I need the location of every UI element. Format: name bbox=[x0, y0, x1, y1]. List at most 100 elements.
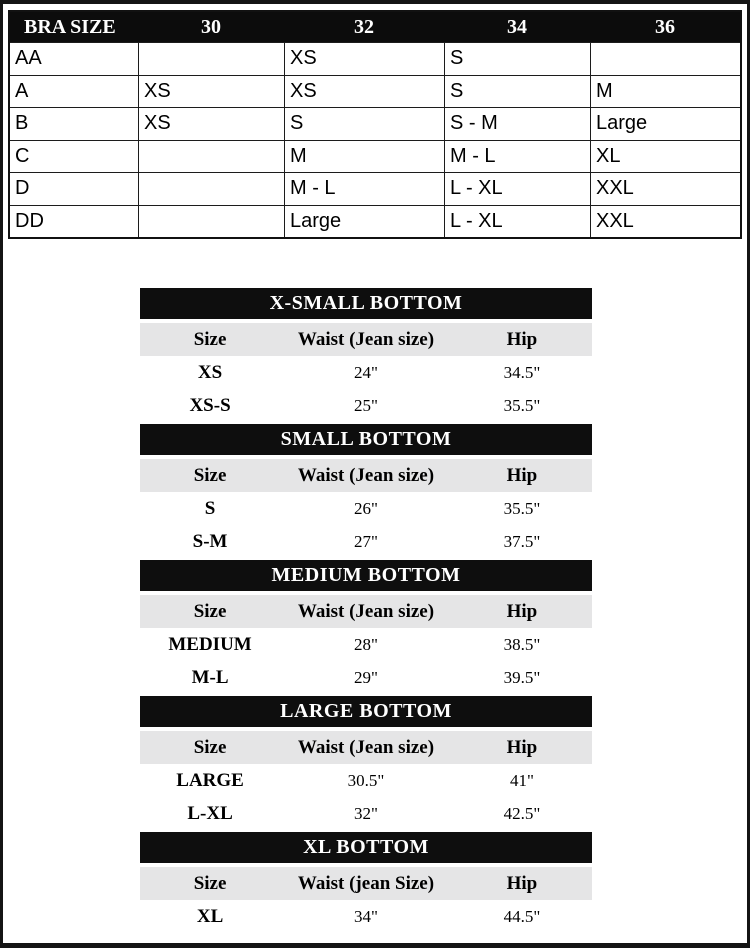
size-label: M-L bbox=[191, 667, 229, 688]
waist-value: 24" bbox=[354, 363, 378, 382]
bra-size-cell bbox=[138, 204, 284, 237]
column-header: Size bbox=[193, 329, 227, 350]
waist-value: 34" bbox=[354, 907, 378, 926]
hip-value: 38.5" bbox=[503, 635, 541, 654]
bra-size-cell: XS bbox=[138, 74, 284, 107]
size-section: XL BOTTOM Size Waist (jean Size) Hip XL 34" 44… bbox=[140, 832, 592, 933]
bra-table-title: BRA SIZE bbox=[24, 16, 116, 38]
bra-size-cell: Large bbox=[284, 204, 444, 237]
section-title: XL BOTTOM bbox=[140, 832, 592, 863]
waist-value: 32" bbox=[354, 804, 378, 823]
column-header: Waist (Jean size) bbox=[297, 601, 435, 622]
bra-size-cell: S bbox=[444, 42, 590, 75]
size-label: MEDIUM bbox=[168, 634, 252, 655]
bra-size-cell: L - XL bbox=[444, 204, 590, 237]
section-column-headers: Size Waist (Jean size) Hip bbox=[140, 595, 592, 628]
section-column-headers: Size Waist (Jean size) Hip bbox=[140, 459, 592, 492]
bra-size-cell: S bbox=[444, 74, 590, 107]
size-label: L-XL bbox=[187, 803, 233, 824]
bra-band-header: 34 bbox=[507, 16, 527, 38]
size-row: S-M 27" 37.5" bbox=[140, 525, 592, 558]
bottom-size-tables: X-SMALL BOTTOM Size Waist (Jean size) Hip XS… bbox=[140, 288, 592, 933]
bra-size-cell: M bbox=[284, 139, 444, 172]
size-row: LARGE 30.5" 41" bbox=[140, 764, 592, 797]
size-section: MEDIUM BOTTOM Size Waist (Jean size) Hip MED… bbox=[140, 560, 592, 694]
section-title: SMALL BOTTOM bbox=[140, 424, 592, 455]
hip-value: 35.5" bbox=[503, 499, 541, 518]
size-label: S bbox=[204, 498, 216, 519]
column-header: Hip bbox=[506, 465, 538, 486]
bra-size-cell: XXL bbox=[590, 204, 740, 237]
column-header: Waist (Jean size) bbox=[297, 329, 435, 350]
size-row: S 26" 35.5" bbox=[140, 492, 592, 525]
size-row: M-L 29" 39.5" bbox=[140, 661, 592, 694]
bra-cup-label: D bbox=[10, 172, 138, 205]
bra-size-cell: M - L bbox=[444, 139, 590, 172]
bra-size-cell bbox=[590, 42, 740, 75]
waist-value: 27" bbox=[354, 532, 378, 551]
column-header: Waist (jean Size) bbox=[297, 873, 435, 894]
column-header: Size bbox=[193, 873, 227, 894]
waist-value: 30.5" bbox=[347, 771, 385, 790]
hip-value: 34.5" bbox=[503, 363, 541, 382]
size-row: XL 34" 44.5" bbox=[140, 900, 592, 933]
size-section: X-SMALL BOTTOM Size Waist (Jean size) Hip XS… bbox=[140, 288, 592, 422]
waist-value: 26" bbox=[354, 499, 378, 518]
size-row: XS 24" 34.5" bbox=[140, 356, 592, 389]
size-row: MEDIUM 28" 38.5" bbox=[140, 628, 592, 661]
column-header: Waist (Jean size) bbox=[297, 737, 435, 758]
column-header: Waist (Jean size) bbox=[297, 465, 435, 486]
size-label: XS bbox=[197, 362, 223, 383]
section-column-headers: Size Waist (Jean size) Hip bbox=[140, 731, 592, 764]
bra-band-header: 36 bbox=[655, 16, 675, 38]
bra-cup-label: AA bbox=[10, 42, 138, 75]
column-header: Size bbox=[193, 737, 227, 758]
column-header: Hip bbox=[506, 737, 538, 758]
hip-value: 41" bbox=[509, 771, 534, 790]
bra-size-cell: S - M bbox=[444, 107, 590, 140]
bra-cup-label: C bbox=[10, 139, 138, 173]
size-row: XS-S 25" 35.5" bbox=[140, 389, 592, 422]
hip-value: 39.5" bbox=[503, 668, 541, 687]
size-row: L-XL 32" 42.5" bbox=[140, 797, 592, 830]
bra-size-cell: XS bbox=[284, 42, 444, 75]
hip-value: 37.5" bbox=[503, 532, 541, 551]
section-title: LARGE BOTTOM bbox=[140, 696, 592, 727]
bra-cup-label: A bbox=[10, 74, 138, 108]
size-label: S-M bbox=[192, 531, 228, 552]
column-header: Size bbox=[193, 601, 227, 622]
size-label: LARGE bbox=[176, 770, 244, 791]
column-header: Hip bbox=[506, 329, 538, 350]
bra-table-row: A XS XS S M bbox=[10, 74, 740, 108]
bra-size-cell: XS bbox=[284, 74, 444, 107]
bra-table-row: AA XS S bbox=[10, 42, 740, 75]
bra-band-header: 30 bbox=[201, 16, 221, 38]
bra-size-cell: M bbox=[590, 74, 740, 107]
section-column-headers: Size Waist (Jean size) Hip bbox=[140, 323, 592, 356]
waist-value: 25" bbox=[354, 396, 378, 415]
column-header: Hip bbox=[506, 601, 538, 622]
bra-band-header: 32 bbox=[354, 16, 374, 38]
section-title: X-SMALL BOTTOM bbox=[140, 288, 592, 319]
bra-size-table: BRA SIZE 30 32 34 36 AA XS S A XS XS S M B XS S S - M Lar… bbox=[8, 10, 742, 239]
bra-size-cell: XXL bbox=[590, 172, 740, 205]
bra-size-cell: S bbox=[284, 107, 444, 140]
section-title: MEDIUM BOTTOM bbox=[140, 560, 592, 591]
bra-table-header-row: BRA SIZE 30 32 34 36 bbox=[10, 12, 740, 42]
size-label: XL bbox=[196, 906, 224, 927]
bra-size-cell bbox=[138, 42, 284, 75]
bra-size-cell: L - XL bbox=[444, 172, 590, 205]
column-header: Size bbox=[193, 465, 227, 486]
bra-size-cell: Large bbox=[590, 107, 740, 140]
waist-value: 28" bbox=[354, 635, 378, 654]
size-section: SMALL BOTTOM Size Waist (Jean size) Hip S 26"… bbox=[140, 424, 592, 558]
bra-cup-label: DD bbox=[10, 204, 138, 238]
bra-table-row: DD Large L - XL XXL bbox=[10, 204, 740, 238]
hip-value: 35.5" bbox=[503, 396, 541, 415]
hip-value: 42.5" bbox=[503, 804, 541, 823]
hip-value: 44.5" bbox=[503, 907, 541, 926]
size-label: XS-S bbox=[189, 395, 231, 416]
